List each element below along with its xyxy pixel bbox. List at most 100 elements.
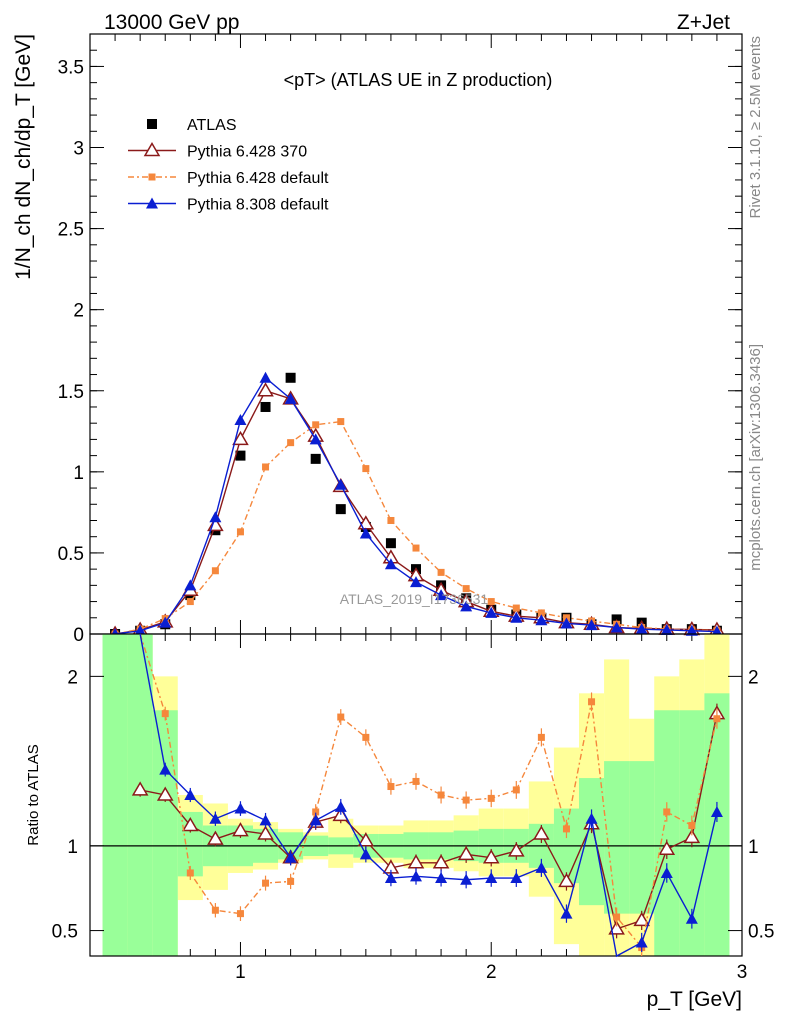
data-point xyxy=(257,825,274,840)
data-point xyxy=(362,733,370,741)
data-point xyxy=(284,851,297,863)
data-point xyxy=(384,872,397,884)
lower-y-axis-label: Ratio to ATLAS xyxy=(25,744,42,845)
legend-label: ATLAS xyxy=(187,117,237,134)
data-point xyxy=(262,879,270,887)
data-point xyxy=(485,606,498,618)
data-point xyxy=(462,796,470,804)
header-right: Z+Jet xyxy=(677,11,730,34)
data-point xyxy=(385,538,396,549)
data-point xyxy=(432,854,450,869)
data-point xyxy=(713,715,721,723)
mcplots-label: mcplots.cern.ch [arXiv:1306.3436] xyxy=(747,344,764,571)
data-point xyxy=(235,450,246,461)
data-point xyxy=(487,598,495,606)
data-point xyxy=(535,861,548,873)
data-point xyxy=(407,854,425,869)
data-point xyxy=(410,870,422,882)
y-tick-label-right: 0.5 xyxy=(748,922,774,943)
y-tick-label: 0.5 xyxy=(52,922,78,943)
data-point xyxy=(310,453,321,464)
data-point xyxy=(207,830,224,845)
legend: ATLAS Pythia 6.428 370 Pythia 6.428 defaul… xyxy=(128,117,329,214)
data-point xyxy=(508,842,525,857)
data-point xyxy=(533,825,550,840)
y-tick-label: 0.5 xyxy=(58,544,84,565)
data-point xyxy=(482,849,500,864)
data-point xyxy=(412,544,420,552)
x-axis-label: p_T [GeV] xyxy=(647,988,742,1011)
data-point xyxy=(685,912,698,924)
data-point xyxy=(257,382,274,397)
data-point xyxy=(131,781,149,796)
data-point xyxy=(312,808,320,816)
y-tick-label: 2 xyxy=(73,301,84,322)
ratio-line xyxy=(139,633,718,950)
data-point xyxy=(186,869,194,877)
green-band xyxy=(579,778,605,906)
data-point xyxy=(560,907,573,919)
y-tick-label: 2 xyxy=(67,667,78,688)
rivet-label: Rivet 3.1.10, ≥ 2.5M events xyxy=(747,36,764,219)
data-point xyxy=(232,822,249,837)
y-tick-label: 1 xyxy=(73,463,84,484)
data-point xyxy=(435,872,448,884)
data-point xyxy=(610,621,623,633)
lower-frame xyxy=(89,633,743,957)
data-point xyxy=(334,478,347,490)
upper-y-axis-label: 1/N_ch dN_ch/dp_T [GeV] xyxy=(12,34,35,280)
green-band xyxy=(704,693,730,956)
data-point xyxy=(335,504,346,515)
data-point xyxy=(562,825,570,833)
data-point xyxy=(232,430,249,446)
data-point xyxy=(660,866,673,878)
data-point xyxy=(560,617,573,629)
data-point xyxy=(585,619,598,631)
data-point xyxy=(412,777,420,785)
y-tick-label: 0 xyxy=(73,625,84,646)
x-tick-label: 1 xyxy=(235,962,246,983)
data-point xyxy=(663,808,671,816)
data-point xyxy=(710,805,723,817)
data-point xyxy=(357,832,375,847)
data-point xyxy=(588,698,596,706)
green-band xyxy=(654,710,680,956)
data-point xyxy=(334,800,347,812)
data-point xyxy=(512,786,520,794)
data-point xyxy=(457,845,475,861)
data-point xyxy=(262,463,270,471)
data-point xyxy=(510,611,523,623)
y-tick-label: 1 xyxy=(67,837,78,858)
data-point xyxy=(410,576,422,588)
data-point xyxy=(362,465,370,473)
data-point xyxy=(635,936,648,948)
y-tick-label: 1.5 xyxy=(58,382,84,403)
data-point xyxy=(159,616,172,628)
data-point xyxy=(186,598,194,606)
x-tick-label: 3 xyxy=(737,962,748,983)
data-point xyxy=(635,623,648,635)
data-point xyxy=(159,763,172,775)
data-point xyxy=(284,392,297,404)
data-point xyxy=(485,872,498,884)
data-point xyxy=(147,119,157,129)
data-point xyxy=(309,433,322,445)
y-tick-label: 2.5 xyxy=(58,220,84,241)
data-point xyxy=(359,848,372,860)
data-point xyxy=(259,814,272,826)
green-band xyxy=(604,761,630,914)
data-point xyxy=(236,910,244,918)
data-point xyxy=(209,812,222,824)
data-point xyxy=(387,516,395,524)
upper-title: <pT> (ATLAS UE in Z production) xyxy=(284,70,553,90)
ratio-panel: 0.5 0.5 1 1 2 2 1 2 3 xyxy=(52,633,774,983)
data-point xyxy=(309,814,322,826)
data-point xyxy=(156,786,174,801)
upper-panel: 0 0.5 1 1.5 2 2.5 3 3.5 xyxy=(58,33,743,956)
data-point xyxy=(287,439,295,447)
data-point xyxy=(512,604,520,612)
legend-label: Pythia 8.308 default xyxy=(187,197,329,214)
green-band xyxy=(102,634,128,956)
green-band xyxy=(629,761,655,914)
